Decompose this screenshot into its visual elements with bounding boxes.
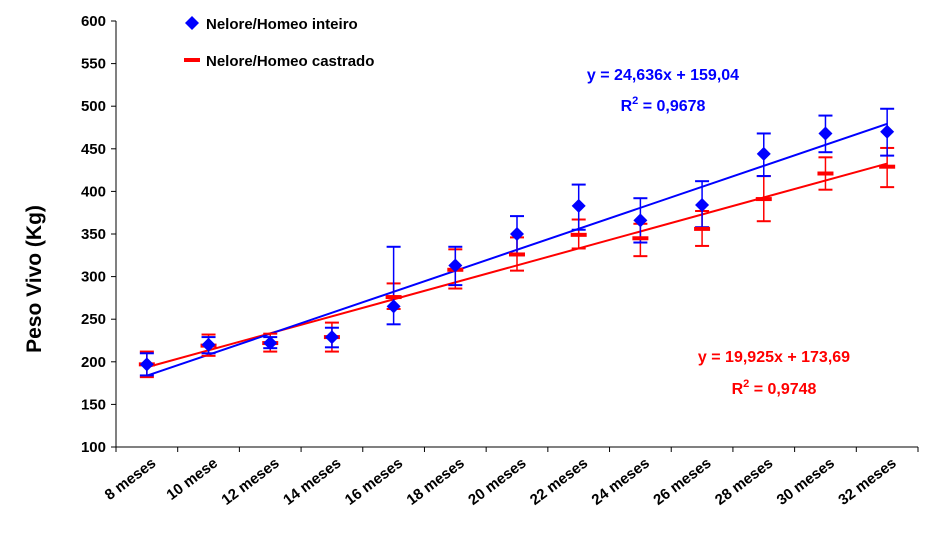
equation-castrado-text: y = 19,925x + 173,69	[698, 349, 850, 366]
point-castrado	[385, 295, 402, 300]
y-tick-label: 450	[81, 141, 106, 158]
point-inteiro	[324, 330, 339, 345]
point-castrado	[755, 197, 772, 202]
x-tick-label: 32 meses	[835, 455, 899, 509]
point-inteiro	[448, 258, 463, 273]
x-tick-label: 16 meses	[342, 455, 406, 509]
point-inteiro	[263, 336, 278, 351]
y-tick-label: 200	[81, 354, 106, 371]
x-tick-label: 20 meses	[465, 455, 529, 509]
point-inteiro	[880, 124, 895, 139]
y-tick-label: 350	[81, 226, 106, 243]
equation-castrado: y = 19,925x + 173,69 R2 = 0,9748	[698, 349, 850, 398]
r2-inteiro-value: = 0,9678	[638, 98, 705, 115]
y-tick-label: 400	[81, 183, 106, 200]
error-bars	[139, 107, 895, 379]
legend-label-castrado: Nelore/Homeo castrado	[206, 53, 374, 70]
x-tick-label: 24 meses	[589, 455, 653, 509]
legend-label-inteiro: Nelore/Homeo inteiro	[206, 16, 358, 33]
r2-inteiro-prefix: R	[621, 98, 633, 115]
point-inteiro	[139, 357, 154, 372]
y-tick-labels: 100 150 200 250 300 350 400 450 500 550 600	[81, 13, 106, 456]
x-tick-label: 8 meses	[102, 455, 160, 504]
x-tick-label: 10 mese	[163, 455, 221, 504]
legend-marker-inteiro	[185, 16, 199, 30]
y-tick-label: 550	[81, 56, 106, 73]
r2-castrado-prefix: R	[732, 381, 744, 398]
r2-inteiro: R2 = 0,9678	[621, 95, 706, 115]
r2-inteiro-exp: 2	[632, 95, 638, 107]
legend: Nelore/Homeo inteiro Nelore/Homeo castra…	[184, 16, 374, 70]
y-tick-label: 300	[81, 269, 106, 286]
point-inteiro	[695, 198, 710, 213]
point-castrado	[509, 252, 525, 257]
x-tick-label: 18 meses	[404, 455, 468, 509]
point-castrado	[632, 236, 649, 241]
point-castrado	[694, 226, 711, 231]
equation-inteiro-text: y = 24,636x + 159,04	[587, 67, 739, 84]
y-tick-label: 150	[81, 396, 106, 413]
y-tick-label: 600	[81, 13, 106, 30]
point-inteiro	[510, 227, 524, 241]
x-tick-label: 30 meses	[774, 455, 838, 509]
axes	[111, 20, 919, 452]
x-tick-label: 14 meses	[280, 455, 344, 509]
r2-castrado-value: = 0,9748	[749, 381, 816, 398]
point-inteiro	[818, 126, 833, 141]
legend-marker-castrado	[184, 58, 200, 62]
data-markers	[138, 124, 896, 372]
point-inteiro	[756, 146, 771, 161]
x-tick-label: 22 meses	[527, 455, 591, 509]
x-tick-label: 28 meses	[712, 455, 776, 509]
r2-castrado-exp: 2	[743, 378, 749, 390]
x-tick-label: 12 meses	[218, 455, 282, 509]
equation-inteiro: y = 24,636x + 159,04 R2 = 0,9678	[587, 67, 739, 115]
point-inteiro	[571, 198, 586, 213]
point-castrado	[570, 232, 587, 237]
point-inteiro	[633, 213, 648, 228]
point-inteiro	[386, 299, 401, 314]
point-castrado	[817, 171, 834, 176]
y-tick-label: 250	[81, 311, 106, 328]
point-inteiro	[201, 337, 216, 352]
x-tick-label: 26 meses	[650, 455, 714, 509]
y-axis-label: Peso Vivo (Kg)	[23, 205, 46, 353]
y-tick-label: 100	[81, 439, 106, 456]
point-castrado	[879, 164, 896, 169]
y-tick-label: 500	[81, 98, 106, 115]
r2-castrado: R2 = 0,9748	[732, 378, 817, 398]
